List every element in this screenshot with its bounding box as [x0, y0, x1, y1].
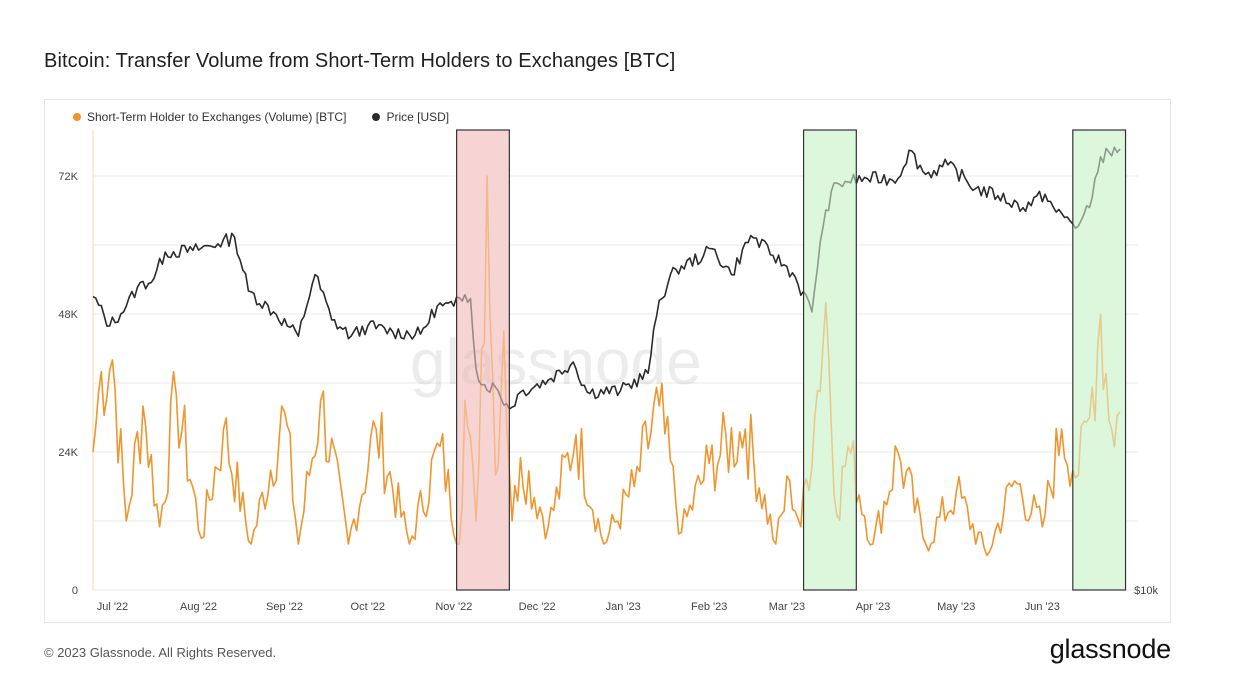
legend-dot-price [372, 113, 381, 121]
chart-title: Bitcoin: Transfer Volume from Short-Term… [44, 50, 676, 72]
legend-dot-volume [73, 113, 81, 121]
glassnode-logo[interactable]: glassnode [1049, 634, 1171, 664]
x-tick-label: Apr '23 [856, 601, 891, 613]
x-tick-label: Jul '22 [97, 601, 128, 613]
chart-panel [44, 99, 1171, 623]
x-tick-label: Dec '22 [519, 601, 556, 613]
highlight-zone-overlay-green [1072, 129, 1127, 591]
legend-item-volume[interactable]: Short-Term Holder to Exchanges (Volume) … [73, 110, 346, 124]
y-right-tick-label: $10k [1134, 585, 1158, 597]
highlight-zone-overlay-green [802, 129, 857, 591]
highlight-zone-overlay-red [456, 129, 510, 591]
legend-label-volume: Short-Term Holder to Exchanges (Volume) … [87, 110, 347, 124]
legend-label-price: Price [USD] [386, 110, 450, 124]
y-left-tick-label: 24K [58, 447, 78, 459]
x-tick-label: Nov '22 [435, 601, 472, 613]
highlight-zone-overlays [456, 129, 1127, 591]
series-line-volume [92, 175, 1121, 557]
x-tick-label: Feb '23 [691, 601, 727, 613]
legend: Short-Term Holder to Exchanges (Volume) … [73, 110, 449, 124]
x-tick-label: Mar '23 [769, 601, 805, 613]
x-tick-label: Jun '23 [1025, 601, 1060, 613]
series-line-price [92, 146, 1121, 410]
x-tick-label: Oct '22 [351, 601, 386, 613]
copyright-footer: © 2023 Glassnode. All Rights Reserved. [44, 645, 277, 660]
legend-item-price[interactable]: Price [USD] [372, 110, 449, 124]
x-tick-label: May '23 [937, 601, 975, 613]
watermark: glassnode [410, 326, 702, 398]
x-tick-label: Sep '22 [266, 601, 303, 613]
y-left-tick-label: 0 [72, 585, 78, 597]
axis-ticks: 0 24K 48K 72K $10k Jul '22 Aug '22 Sep '22 Oct '… [58, 171, 1158, 613]
y-left-tick-label: 72K [58, 171, 78, 183]
series-layer [92, 146, 1121, 557]
x-tick-label: Aug '22 [180, 601, 217, 613]
y-left-tick-label: 48K [58, 309, 78, 321]
x-tick-label: Jan '23 [606, 601, 641, 613]
